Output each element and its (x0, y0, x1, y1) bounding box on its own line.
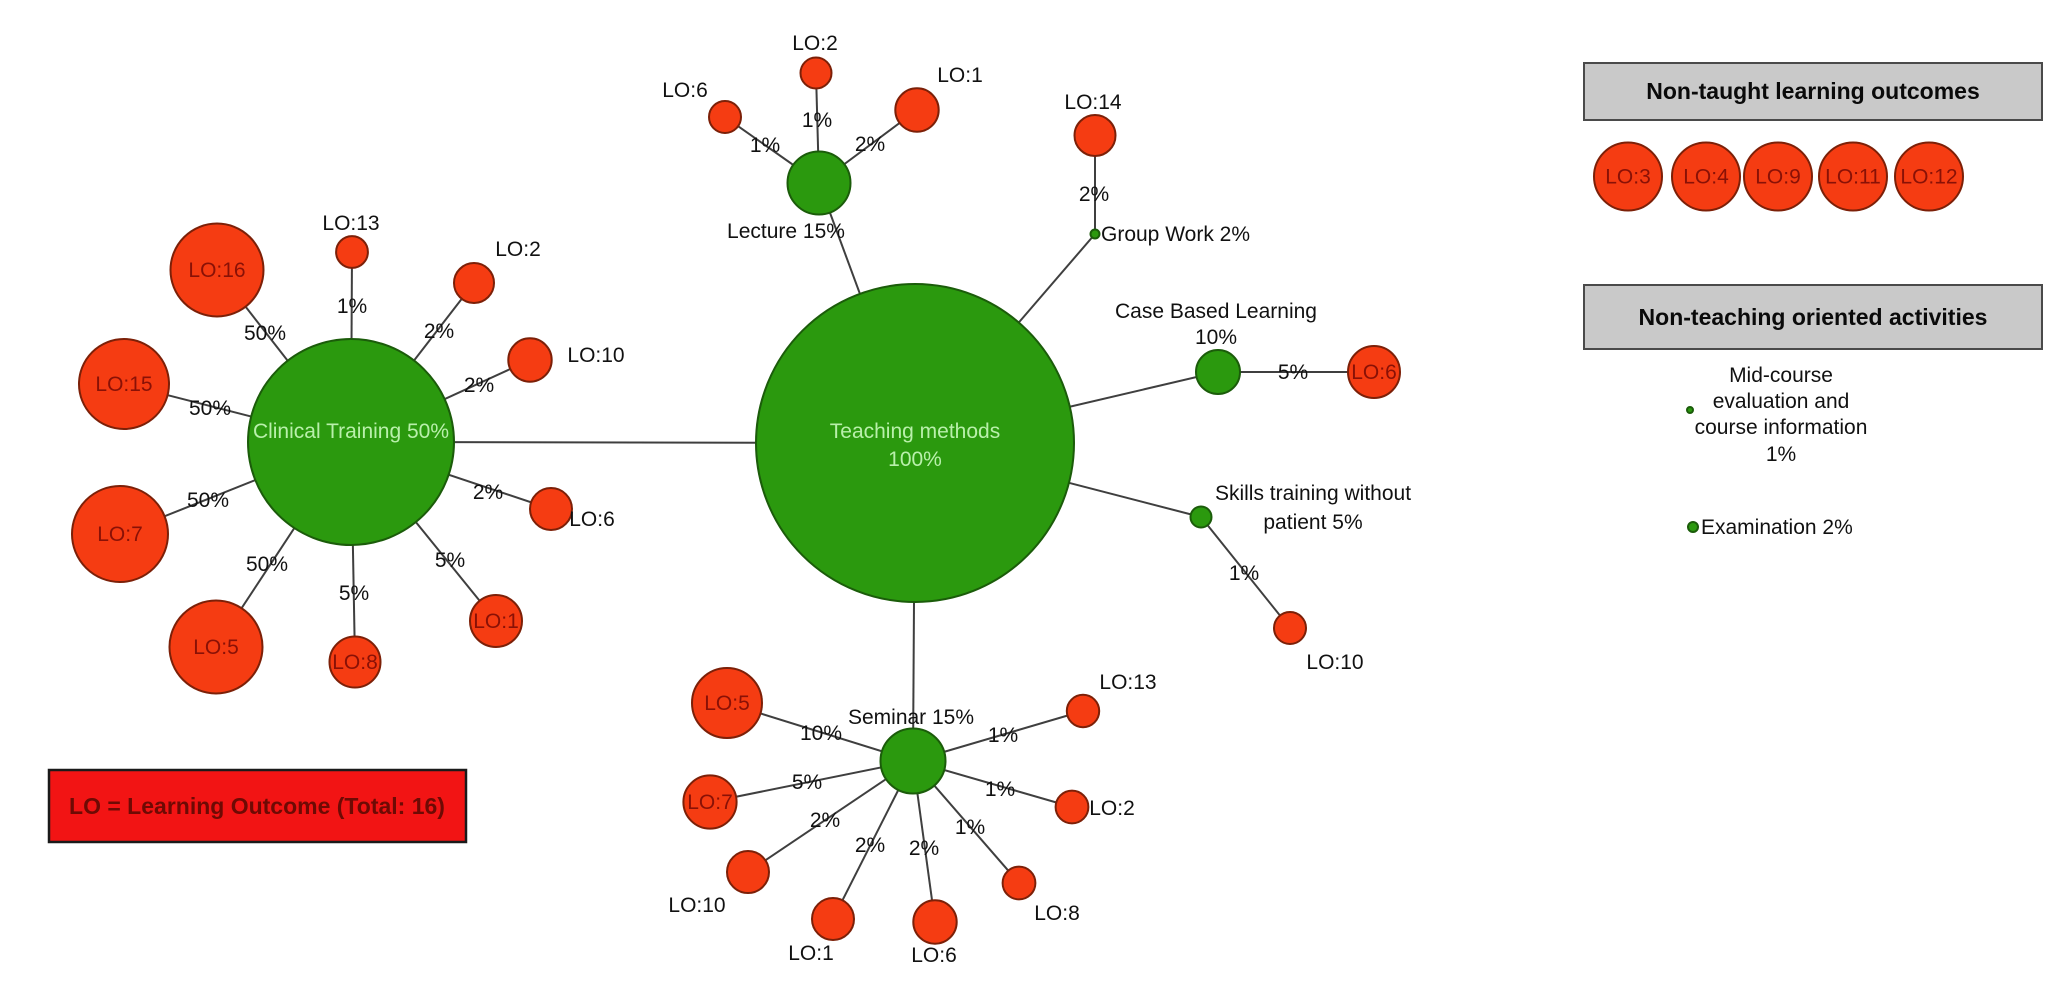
svg-text:LO:2: LO:2 (792, 32, 838, 55)
svg-text:LO:5: LO:5 (704, 692, 750, 715)
svg-text:10%: 10% (800, 722, 842, 745)
svg-text:Case Based Learning: Case Based Learning (1115, 300, 1317, 323)
svg-text:Examination 2%: Examination 2% (1701, 516, 1853, 539)
svg-text:1%: 1% (985, 778, 1015, 801)
svg-text:LO:2: LO:2 (1089, 797, 1135, 820)
svg-text:2%: 2% (909, 837, 939, 860)
svg-text:50%: 50% (244, 322, 286, 345)
svg-text:LO:1: LO:1 (937, 64, 983, 87)
svg-text:LO:6: LO:6 (569, 508, 615, 531)
svg-text:Seminar 15%: Seminar 15% (848, 706, 974, 729)
svg-text:2%: 2% (810, 809, 840, 832)
svg-text:2%: 2% (855, 834, 885, 857)
svg-text:LO:6: LO:6 (662, 79, 708, 102)
svg-text:LO:13: LO:13 (1099, 671, 1156, 694)
svg-text:LO:3: LO:3 (1605, 166, 1651, 189)
svg-text:1%: 1% (955, 816, 985, 839)
svg-text:LO:10: LO:10 (1306, 651, 1363, 674)
svg-text:LO:1: LO:1 (473, 610, 519, 633)
svg-text:Lecture 15%: Lecture 15% (727, 220, 845, 243)
svg-text:LO:12: LO:12 (1900, 166, 1957, 189)
svg-text:LO:8: LO:8 (1034, 902, 1080, 925)
svg-text:5%: 5% (1278, 361, 1308, 384)
svg-text:LO:10: LO:10 (668, 894, 725, 917)
svg-text:Non-teaching oriented activiti: Non-teaching oriented activities (1639, 304, 1988, 330)
svg-text:LO:15: LO:15 (95, 373, 152, 396)
svg-text:1%: 1% (802, 109, 832, 132)
svg-text:Skills training without: Skills training without (1215, 482, 1411, 505)
svg-text:5%: 5% (792, 771, 822, 794)
svg-text:2%: 2% (424, 320, 454, 343)
svg-text:LO:14: LO:14 (1064, 91, 1122, 114)
svg-text:LO:4: LO:4 (1683, 166, 1729, 189)
svg-text:2%: 2% (1079, 183, 1109, 206)
svg-text:LO:6: LO:6 (1351, 361, 1397, 384)
svg-text:evaluation and: evaluation and (1713, 390, 1850, 413)
svg-text:Clinical Training 50%: Clinical Training 50% (253, 420, 449, 443)
svg-text:1%: 1% (337, 295, 367, 318)
svg-text:LO:5: LO:5 (193, 636, 239, 659)
svg-text:10%: 10% (1195, 326, 1237, 349)
svg-text:patient 5%: patient 5% (1263, 511, 1362, 534)
svg-text:5%: 5% (435, 549, 465, 572)
svg-text:LO:13: LO:13 (322, 212, 379, 235)
svg-text:LO:6: LO:6 (911, 944, 957, 967)
svg-text:LO:8: LO:8 (332, 651, 378, 674)
svg-text:Mid-course: Mid-course (1729, 364, 1833, 387)
svg-text:course information: course information (1695, 416, 1868, 439)
svg-text:1%: 1% (988, 724, 1018, 747)
svg-text:LO:9: LO:9 (1755, 166, 1801, 189)
svg-text:LO:7: LO:7 (97, 523, 143, 546)
svg-text:2%: 2% (473, 481, 503, 504)
svg-text:LO:10: LO:10 (567, 344, 624, 367)
svg-text:LO:7: LO:7 (687, 791, 733, 814)
svg-text:5%: 5% (339, 582, 369, 605)
svg-text:2%: 2% (464, 374, 494, 397)
svg-text:2%: 2% (855, 133, 885, 156)
svg-text:100%: 100% (888, 448, 942, 471)
svg-text:Non-taught learning outcomes: Non-taught learning outcomes (1646, 78, 1980, 104)
svg-text:Teaching methods: Teaching methods (830, 420, 1000, 443)
svg-text:1%: 1% (750, 134, 780, 157)
svg-text:50%: 50% (246, 553, 288, 576)
svg-text:50%: 50% (189, 397, 231, 420)
svg-text:LO:1: LO:1 (788, 942, 834, 965)
svg-text:LO:11: LO:11 (1825, 166, 1881, 189)
svg-text:LO:16: LO:16 (188, 259, 245, 282)
svg-text:1%: 1% (1766, 443, 1796, 466)
svg-text:LO:2: LO:2 (495, 238, 541, 261)
svg-text:LO = Learning Outcome (Total:: LO = Learning Outcome (Total: 16) (69, 793, 445, 819)
svg-text:1%: 1% (1229, 562, 1259, 585)
svg-text:50%: 50% (187, 489, 229, 512)
svg-text:Group Work 2%: Group Work 2% (1101, 223, 1250, 246)
